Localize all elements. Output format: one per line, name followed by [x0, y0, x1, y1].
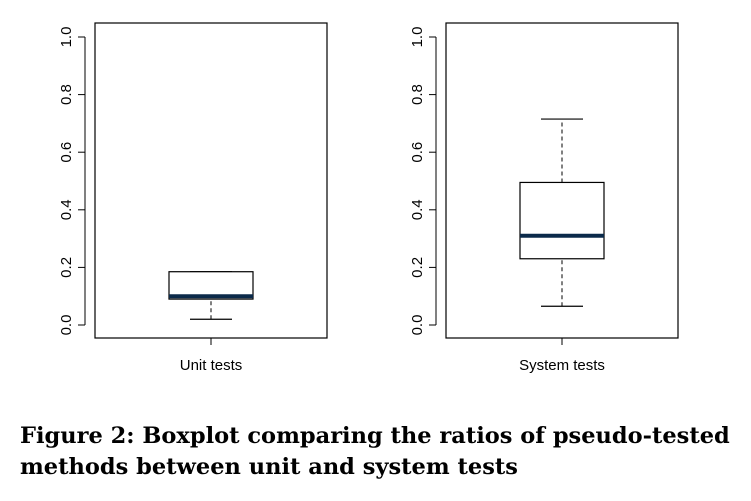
y-tick-label: 0.8	[409, 84, 426, 105]
y-tick-label: 0.6	[409, 142, 426, 163]
y-tick-label: 0.0	[409, 315, 426, 336]
y-tick-label: 1.0	[409, 27, 426, 48]
category-label: Unit tests	[180, 357, 243, 374]
figure-caption: Figure 2: Boxplot comparing the ratios o…	[20, 423, 730, 480]
y-tick-label: 0.0	[58, 315, 75, 336]
category-label: System tests	[519, 357, 605, 374]
unit-tests-panel: 0.0 0.2 0.4 0.6 0.8 1.0 Unit tests	[58, 22, 328, 374]
y-tick-label: 0.6	[58, 142, 75, 163]
y-tick-label: 0.4	[58, 199, 75, 220]
system-tests-panel: 0.0 0.2 0.4 0.6 0.8 1.0 System tests	[409, 22, 679, 374]
iqr-box	[519, 181, 605, 260]
y-tick-label: 0.2	[409, 257, 426, 278]
y-tick-label: 0.8	[58, 84, 75, 105]
y-tick-label: 0.4	[409, 199, 426, 220]
y-tick-label: 1.0	[58, 27, 75, 48]
y-tick-label: 0.2	[58, 257, 75, 278]
